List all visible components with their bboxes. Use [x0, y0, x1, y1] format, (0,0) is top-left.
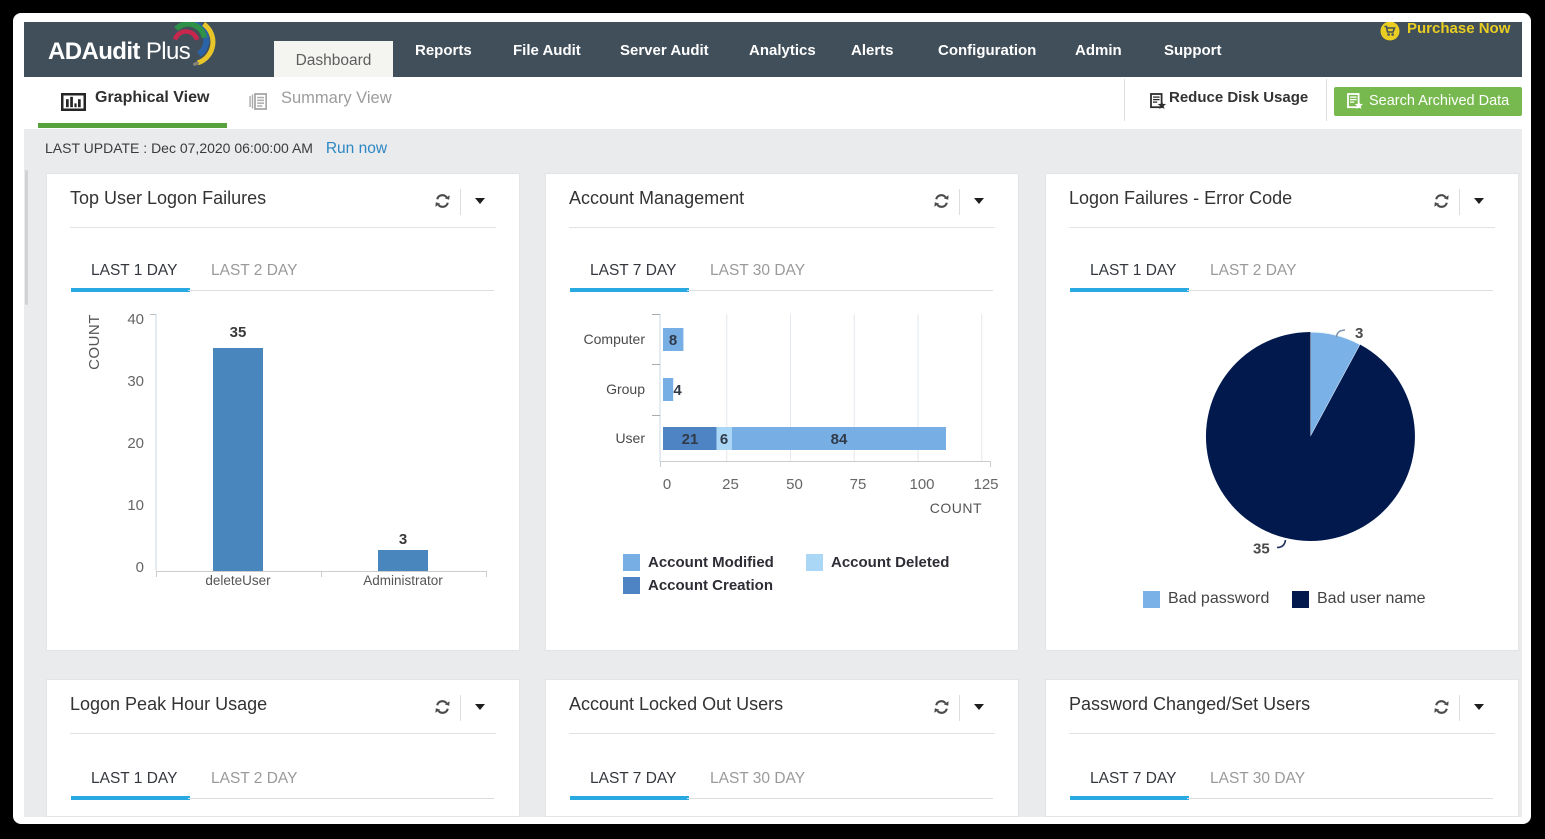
- svg-text:84: 84: [831, 431, 848, 448]
- svg-text:4: 4: [673, 382, 682, 399]
- svg-text:35: 35: [1253, 541, 1270, 558]
- svg-text:25: 25: [722, 476, 739, 493]
- svg-text:35: 35: [230, 324, 247, 341]
- svg-text:10: 10: [127, 497, 144, 514]
- svg-text:21: 21: [682, 431, 699, 448]
- svg-text:COUNT: COUNT: [930, 500, 982, 516]
- svg-text:50: 50: [786, 476, 803, 493]
- svg-text:6: 6: [720, 431, 728, 448]
- svg-text:COUNT: COUNT: [86, 314, 103, 370]
- svg-text:Group: Group: [606, 381, 645, 397]
- svg-text:100: 100: [909, 476, 934, 493]
- svg-text:20: 20: [127, 435, 144, 452]
- svg-text:0: 0: [663, 476, 671, 493]
- svg-text:Computer: Computer: [584, 331, 646, 347]
- svg-text:3: 3: [1355, 325, 1363, 342]
- svg-text:deleteUser: deleteUser: [205, 573, 271, 588]
- svg-text:User: User: [615, 430, 645, 446]
- svg-text:75: 75: [850, 476, 867, 493]
- svg-text:125: 125: [973, 476, 998, 493]
- svg-text:40: 40: [127, 311, 144, 328]
- svg-text:Administrator: Administrator: [363, 573, 443, 588]
- svg-text:3: 3: [399, 531, 407, 548]
- svg-text:0: 0: [136, 559, 144, 576]
- svg-text:30: 30: [127, 373, 144, 390]
- svg-text:8: 8: [669, 332, 677, 349]
